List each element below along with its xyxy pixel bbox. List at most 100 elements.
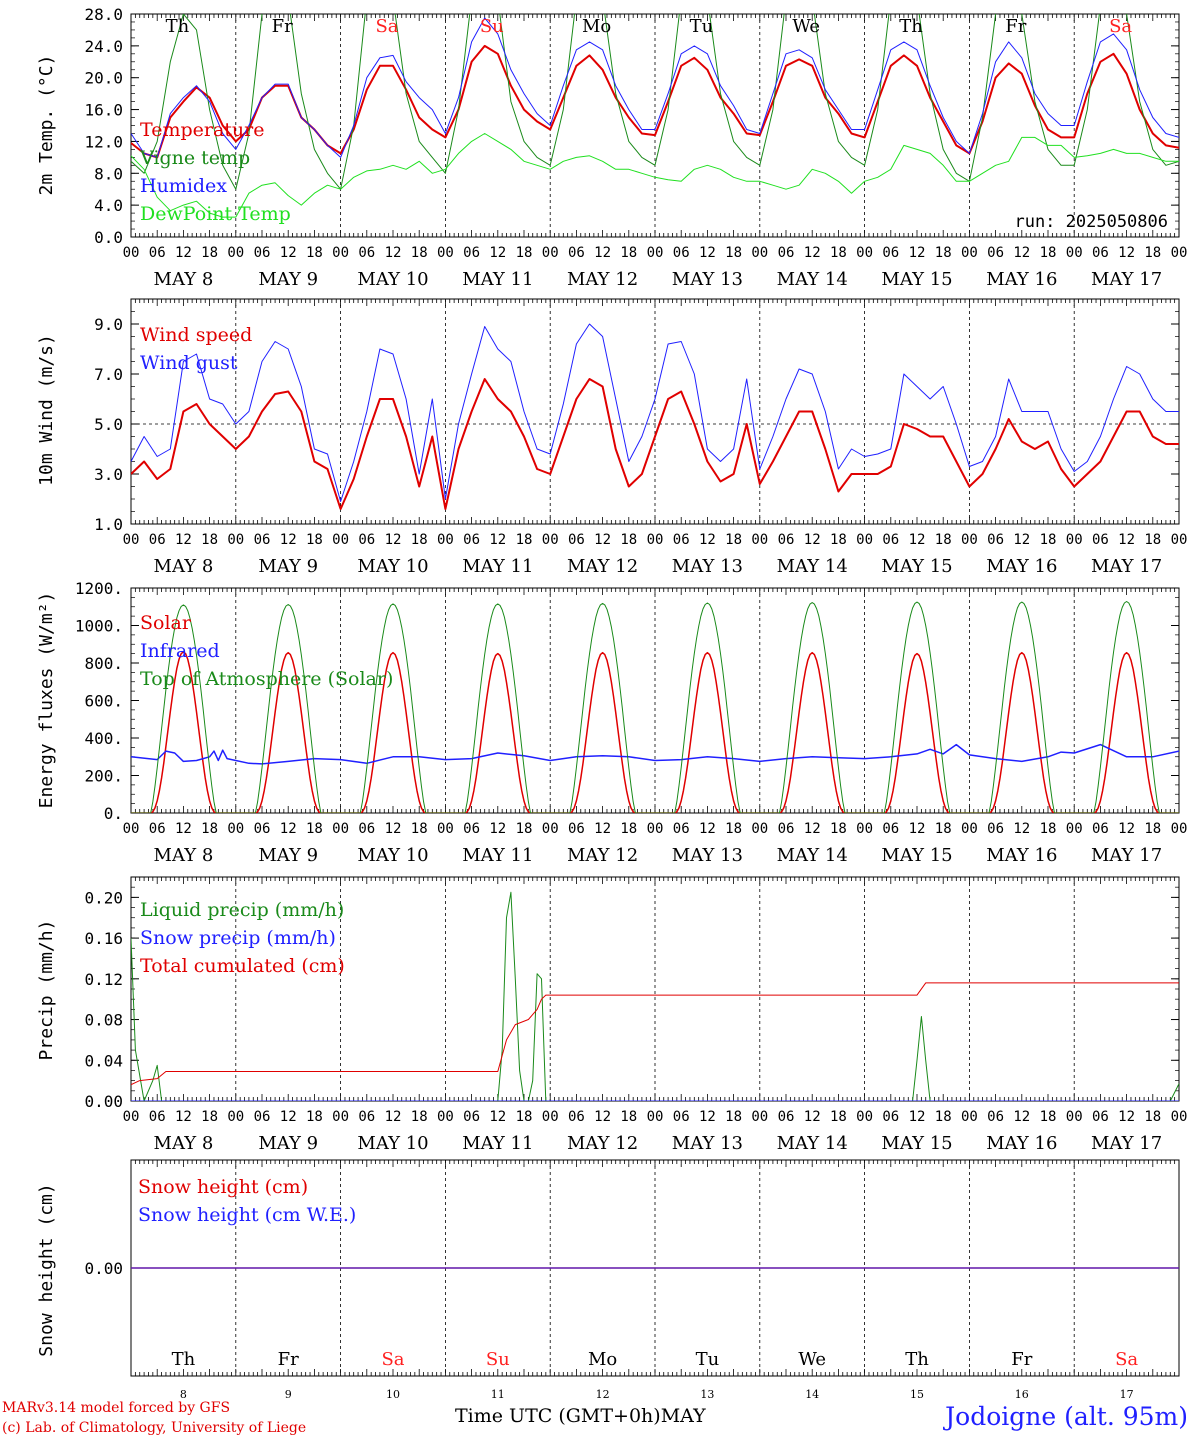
weekday-bottom-label: Fr xyxy=(1011,1349,1032,1370)
temp-hour-label: 00 xyxy=(332,245,349,261)
temp-hour-label: 06 xyxy=(358,245,375,261)
temp-hour-label: 18 xyxy=(725,245,742,261)
precip-hour-label: 18 xyxy=(306,1109,323,1125)
precip-hour-label: 00 xyxy=(123,1109,140,1125)
energy-hour-label: 12 xyxy=(909,821,926,837)
energy-hour-label: 00 xyxy=(332,821,349,837)
energy-legend-0: Solar xyxy=(140,612,192,634)
energy-hour-label: 00 xyxy=(227,821,244,837)
day-number-label: 8 xyxy=(180,1388,187,1401)
wind-hour-label: 18 xyxy=(620,532,637,548)
temp-hour-label: 12 xyxy=(489,245,506,261)
energy-hour-label: 00 xyxy=(123,821,140,837)
temp-hour-label: 12 xyxy=(909,245,926,261)
precip-series-0 xyxy=(131,891,1179,1101)
wind-hour-label: 18 xyxy=(725,532,742,548)
temp-legend-2: Humidex xyxy=(140,175,227,197)
weekday-top-label: We xyxy=(792,16,820,37)
precip-hour-label: 06 xyxy=(1092,1109,1109,1125)
temp-hour-label: 18 xyxy=(201,245,218,261)
energy-ytick-label: 200. xyxy=(84,767,123,786)
temp-hour-label: 18 xyxy=(620,245,637,261)
temp-date-label: MAY 11 xyxy=(462,269,533,290)
precip-date-label: MAY 9 xyxy=(258,1133,318,1154)
energy-panel: 0. 200. 400. 600. 800. 1000. 1200. Energy fluxe… xyxy=(36,579,1187,866)
temp-hour-label: 18 xyxy=(830,245,847,261)
temp-hour-label: 06 xyxy=(568,245,585,261)
weekday-bottom-label: Fr xyxy=(278,1349,299,1370)
wind-date-label: MAY 16 xyxy=(986,556,1057,577)
weekday-bottom-label: Th xyxy=(905,1349,929,1370)
weekday-top-label: Th xyxy=(899,16,923,37)
wind-hour-label: 12 xyxy=(280,532,297,548)
precip-date-label: MAY 17 xyxy=(1091,1133,1162,1154)
wind-hour-label: 12 xyxy=(489,532,506,548)
precip-hour-label: 00 xyxy=(227,1109,244,1125)
energy-hour-label: 12 xyxy=(1013,821,1030,837)
wind-hour-label: 12 xyxy=(804,532,821,548)
precip-date-label: MAY 8 xyxy=(154,1133,214,1154)
precip-hour-label: 00 xyxy=(647,1109,664,1125)
precip-legend-1: Snow precip (mm/h) xyxy=(140,927,336,949)
temp-ytick-label: 20.0 xyxy=(84,69,123,88)
precip-hour-label: 18 xyxy=(830,1109,847,1125)
weekday-bottom-label: Sa xyxy=(1115,1349,1138,1370)
temp-panel: 0.0 4.0 8.0 12.0 16.0 20.0 24.0 28.0 2m Temp. (°… xyxy=(36,5,1187,290)
precip-hour-label: 12 xyxy=(280,1109,297,1125)
energy-date-label: MAY 14 xyxy=(777,845,848,866)
wind-ytick-label: 3.0 xyxy=(94,465,123,484)
wind-hour-label: 06 xyxy=(673,532,690,548)
wind-hour-label: 06 xyxy=(254,532,271,548)
precip-hour-label: 18 xyxy=(516,1109,533,1125)
energy-hour-label: 00 xyxy=(437,821,454,837)
month-label: MAY xyxy=(660,1405,706,1427)
precip-hour-label: 00 xyxy=(961,1109,978,1125)
temp-hour-label: 18 xyxy=(1144,245,1161,261)
energy-hour-label: 18 xyxy=(830,821,847,837)
energy-date-label: MAY 12 xyxy=(567,845,638,866)
wind-hour-label: 00 xyxy=(1066,532,1083,548)
temp-ytick-label: 28.0 xyxy=(84,5,123,24)
temp-hour-label: 12 xyxy=(1013,245,1030,261)
energy-hour-label: 12 xyxy=(175,821,192,837)
wind-date-label: MAY 10 xyxy=(357,556,428,577)
day-number-label: 13 xyxy=(700,1388,714,1401)
energy-hour-label: 06 xyxy=(778,821,795,837)
energy-ytick-label: 400. xyxy=(84,729,123,748)
precip-date-label: MAY 12 xyxy=(567,1133,638,1154)
temp-series-group xyxy=(131,14,1179,218)
wind-hour-label: 00 xyxy=(123,532,140,548)
temp-legend-1: Vigne temp xyxy=(139,147,250,169)
temp-hour-label: 18 xyxy=(306,245,323,261)
wind-date-label: MAY 17 xyxy=(1091,556,1162,577)
energy-hour-label: 06 xyxy=(254,821,271,837)
energy-hour-label: 18 xyxy=(411,821,428,837)
wind-hour-label: 18 xyxy=(201,532,218,548)
wind-hour-label: 06 xyxy=(568,532,585,548)
wind-hour-label: 06 xyxy=(149,532,166,548)
wind-hour-label: 12 xyxy=(699,532,716,548)
precip-ytick-label: 0.04 xyxy=(84,1051,123,1070)
energy-date-label: MAY 10 xyxy=(357,845,428,866)
precip-hour-label: 12 xyxy=(699,1109,716,1125)
energy-hour-label: 00 xyxy=(856,821,873,837)
wind-date-label: MAY 13 xyxy=(672,556,743,577)
temp-hour-label: 00 xyxy=(961,245,978,261)
wind-hour-label: 12 xyxy=(1013,532,1030,548)
wind-hour-label: 00 xyxy=(437,532,454,548)
energy-hour-label: 06 xyxy=(568,821,585,837)
temp-ytick-label: 12.0 xyxy=(84,132,123,151)
precip-hour-label: 12 xyxy=(594,1109,611,1125)
precip-legend-0: Liquid precip (mm/h) xyxy=(140,899,344,921)
snow-ytick-label: 0.00 xyxy=(84,1259,123,1278)
wind-date-label: MAY 8 xyxy=(154,556,214,577)
precip-legend-2: Total cumulated (cm) xyxy=(140,955,345,977)
snow-legend-1: Snow height (cm W.E.) xyxy=(138,1204,356,1226)
wind-date-label: MAY 9 xyxy=(258,556,318,577)
temp-legend-0: Temperature xyxy=(140,119,264,141)
day-number-label: 17 xyxy=(1120,1388,1134,1401)
precip-ytick-label: 0.20 xyxy=(84,888,123,907)
credit-model: MARv3.14 model forced by GFS xyxy=(2,1400,231,1416)
wind-hour-label: 12 xyxy=(175,532,192,548)
energy-frame xyxy=(130,587,1180,814)
